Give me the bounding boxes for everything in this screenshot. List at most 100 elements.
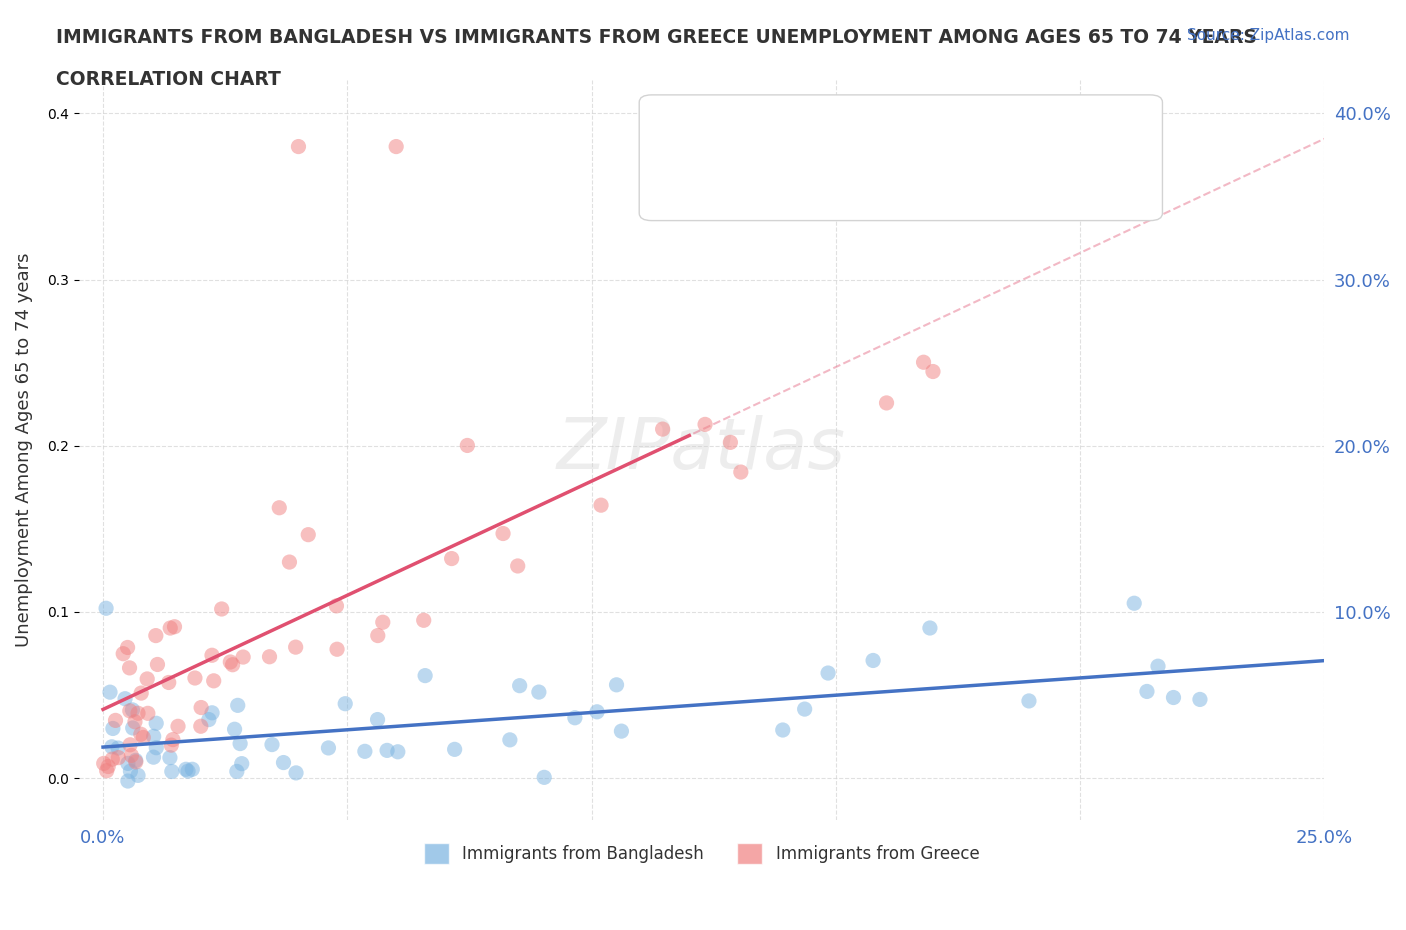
Point [730, 465, 752, 480]
Point [190, 700, 212, 715]
Point [1018, 694, 1040, 709]
Point [174, 762, 197, 777]
Point [101, 721, 124, 736]
Point [1123, 596, 1146, 611]
Point [145, 740, 167, 755]
Point [201, 705, 224, 720]
Point [184, 671, 207, 685]
Point [120, 737, 142, 752]
Point [211, 602, 233, 617]
Point [104, 713, 127, 728]
Point [118, 660, 141, 675]
Text: ZIPatlas: ZIPatlas [557, 416, 846, 485]
Point [285, 765, 308, 780]
Legend: Immigrants from Bangladesh, Immigrants from Greece: Immigrants from Bangladesh, Immigrants f… [418, 837, 986, 870]
Point [1163, 690, 1185, 705]
Point [284, 640, 307, 655]
Point [325, 598, 347, 613]
Point [94, 601, 117, 616]
Point [371, 615, 394, 630]
Point [198, 712, 221, 727]
Point [443, 742, 465, 757]
Point [160, 764, 183, 779]
Point [124, 714, 146, 729]
Point [226, 698, 249, 712]
Point [127, 706, 149, 721]
Point [146, 657, 169, 671]
Point [129, 726, 152, 741]
Point [509, 678, 531, 693]
Point [159, 620, 181, 635]
Point [97, 759, 120, 774]
Point [112, 646, 135, 661]
Point [232, 650, 254, 665]
Point [862, 653, 884, 668]
Point [181, 762, 204, 777]
Point [118, 703, 141, 718]
Point [589, 498, 612, 512]
Point [533, 770, 555, 785]
Point [202, 673, 225, 688]
Point [177, 764, 200, 778]
Point [876, 395, 898, 410]
Point [456, 438, 478, 453]
Point [385, 140, 408, 154]
Point [121, 721, 143, 736]
Point [354, 744, 377, 759]
Point [190, 719, 212, 734]
Point [96, 764, 118, 778]
Point [922, 364, 945, 379]
Point [142, 750, 165, 764]
Point [229, 737, 252, 751]
Point [219, 655, 242, 670]
Point [132, 730, 155, 745]
Point [793, 701, 815, 716]
Point [120, 764, 142, 778]
Point [273, 755, 295, 770]
Point [162, 732, 184, 747]
Point [93, 756, 115, 771]
Point [101, 751, 124, 766]
Point [221, 658, 243, 672]
Point [297, 527, 319, 542]
Point [120, 748, 142, 763]
Point [98, 684, 121, 699]
Point [606, 677, 628, 692]
Point [387, 744, 409, 759]
Point [610, 724, 633, 738]
Point [1147, 658, 1170, 673]
Point [918, 620, 941, 635]
Point [201, 648, 224, 663]
Point [259, 649, 281, 664]
Point [326, 642, 349, 657]
Point [157, 675, 180, 690]
Point [499, 733, 522, 748]
Point [772, 723, 794, 737]
Point [278, 554, 301, 569]
Point [129, 685, 152, 700]
Point [564, 711, 586, 725]
Point [527, 684, 550, 699]
Text: CORRELATION CHART: CORRELATION CHART [56, 70, 281, 88]
Point [117, 774, 139, 789]
Point [159, 751, 181, 765]
Point [412, 613, 434, 628]
Point [142, 729, 165, 744]
Point [375, 743, 398, 758]
Point [335, 697, 357, 711]
FancyBboxPatch shape [640, 95, 1163, 220]
Point [506, 559, 529, 574]
Text: IMMIGRANTS FROM BANGLADESH VS IMMIGRANTS FROM GREECE UNEMPLOYMENT AMONG AGES 65 : IMMIGRANTS FROM BANGLADESH VS IMMIGRANTS… [56, 28, 1257, 46]
Point [136, 671, 159, 686]
Point [117, 640, 139, 655]
Point [163, 619, 186, 634]
Point [160, 737, 183, 752]
Point [492, 526, 515, 541]
Point [101, 739, 124, 754]
Point [107, 740, 129, 755]
Point [125, 754, 148, 769]
Point [440, 551, 463, 566]
Point [651, 421, 673, 436]
Point [318, 740, 340, 755]
Point [225, 764, 247, 778]
